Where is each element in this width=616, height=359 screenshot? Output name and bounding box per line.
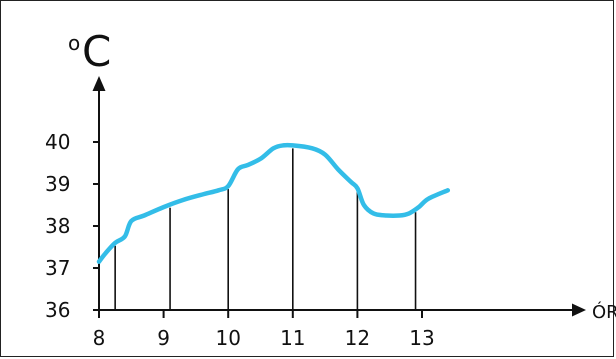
y-tick-label-37: 37 xyxy=(45,256,70,280)
axes xyxy=(92,76,586,317)
y-unit-superscript: o xyxy=(68,31,80,55)
y-unit-label: o C xyxy=(68,27,111,76)
x-tick-label-10: 10 xyxy=(215,326,240,350)
y-tick-label-39: 39 xyxy=(45,172,70,196)
drop-lines xyxy=(114,148,417,310)
x-axis-arrowhead xyxy=(572,303,586,317)
x-ticks: 8 9 10 11 12 13 xyxy=(93,310,435,350)
x-tick-label-11: 11 xyxy=(280,326,305,350)
y-unit-main: C xyxy=(82,27,111,76)
temperature-curve xyxy=(96,142,451,264)
x-axis-label: ÓRA xyxy=(592,301,616,323)
y-tick-label-38: 38 xyxy=(45,214,70,238)
y-tick-label-40: 40 xyxy=(45,130,70,154)
x-tick-label-8: 8 xyxy=(93,326,106,350)
x-tick-label-13: 13 xyxy=(409,326,434,350)
y-axis-arrowhead xyxy=(92,76,106,91)
y-ticks: 36 37 38 39 40 xyxy=(45,130,99,322)
x-tick-label-12: 12 xyxy=(345,326,370,350)
y-tick-label-36: 36 xyxy=(45,298,70,322)
x-tick-label-9: 9 xyxy=(157,326,170,350)
